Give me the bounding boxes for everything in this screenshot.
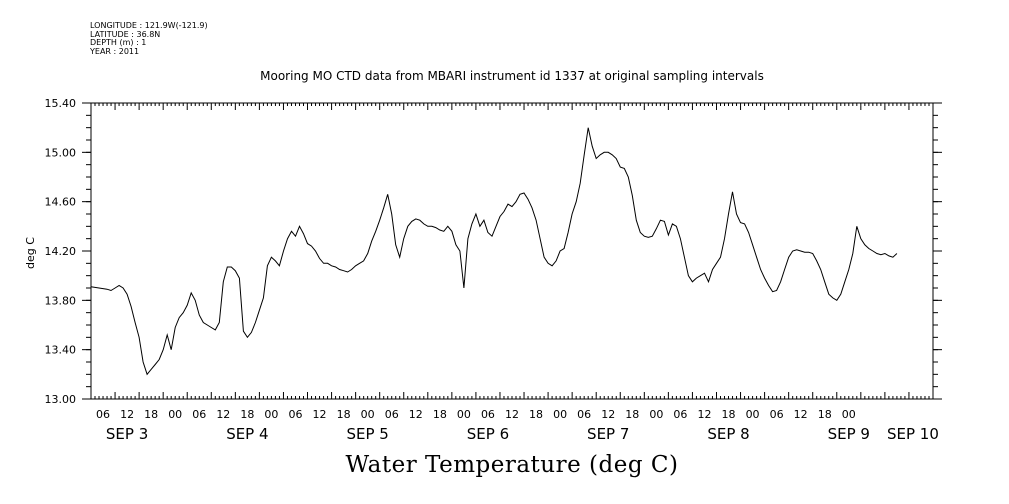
y-tick-label: 13.00: [45, 393, 77, 406]
x-hour-label: 12: [505, 408, 519, 421]
x-hour-label: 00: [457, 408, 471, 421]
x-hour-label: 00: [361, 408, 375, 421]
x-hour-label: 00: [264, 408, 278, 421]
x-hour-label: 00: [649, 408, 663, 421]
y-tick-label: 14.20: [45, 245, 77, 258]
x-hour-label: 06: [770, 408, 784, 421]
latitude-text: LATITUDE : 36.8N: [90, 29, 161, 39]
x-hour-label: 06: [673, 408, 687, 421]
x-day-label: SEP 7: [587, 425, 629, 443]
x-hour-label: 00: [746, 408, 760, 421]
x-hour-label: 06: [577, 408, 591, 421]
x-hour-label: 12: [794, 408, 808, 421]
plot-frame: [90, 102, 934, 400]
year-text: YEAR : 2011: [90, 46, 140, 56]
x-day-label: SEP 6: [467, 425, 509, 443]
longitude-text: LONGITUDE : 121.9W(-121.9): [90, 21, 208, 30]
x-hour-label: 12: [601, 408, 615, 421]
y-tick-label: 15.40: [45, 97, 77, 110]
x-hour-label: 18: [337, 408, 351, 421]
x-day-label: SEP 10: [887, 425, 939, 443]
x-axis-title: Water Temperature (deg C): [345, 452, 679, 478]
x-hour-label: 18: [625, 408, 639, 421]
x-hour-label: 18: [433, 408, 447, 421]
x-hour-label: 18: [818, 408, 832, 421]
x-day-label: SEP 8: [707, 425, 749, 443]
water-temperature-line: [90, 127, 898, 376]
x-hour-label: 18: [144, 408, 158, 421]
x-hour-label: 06: [385, 408, 399, 421]
x-hour-label: 06: [481, 408, 495, 421]
x-hour-label: 18: [529, 408, 543, 421]
y-axis: 13.00 13.40 13.80 14.20 14.60 15.00 15.40: [45, 97, 942, 406]
x-hour-label: 18: [722, 408, 736, 421]
x-hour-label: 12: [697, 408, 711, 421]
metadata-block: LONGITUDE : 121.9W(-121.9) LATITUDE : 36…: [90, 21, 208, 56]
x-day-label: SEP 9: [828, 425, 870, 443]
x-axis: 06 12 18 00 06 12 18 00 06 12 18 00 06 12 18 00 06 12 18 00…: [90, 103, 939, 443]
y-axis-label: deg C: [24, 237, 37, 269]
x-hour-label: 18: [240, 408, 254, 421]
x-hour-label: 06: [96, 408, 110, 421]
x-day-label: SEP 4: [226, 425, 268, 443]
y-tick-label: 13.80: [45, 294, 77, 307]
y-tick-label: 14.60: [45, 196, 77, 209]
x-hour-label: 12: [120, 408, 134, 421]
x-hour-label: 12: [216, 408, 230, 421]
depth-text: DEPTH (m) : 1: [90, 38, 147, 48]
chart-title: Mooring MO CTD data from MBARI instrumen…: [260, 69, 764, 83]
x-hour-label: 00: [553, 408, 567, 421]
x-hour-label: 00: [842, 408, 856, 421]
x-day-label: SEP 3: [106, 425, 148, 443]
x-hour-label: 12: [313, 408, 327, 421]
y-tick-label: 15.00: [45, 146, 77, 159]
x-hour-label: 06: [192, 408, 206, 421]
x-hour-label: 00: [168, 408, 182, 421]
y-tick-label: 13.40: [45, 344, 77, 357]
x-hour-label: 12: [409, 408, 423, 421]
x-day-label: SEP 5: [346, 425, 388, 443]
x-hour-label: 06: [288, 408, 302, 421]
